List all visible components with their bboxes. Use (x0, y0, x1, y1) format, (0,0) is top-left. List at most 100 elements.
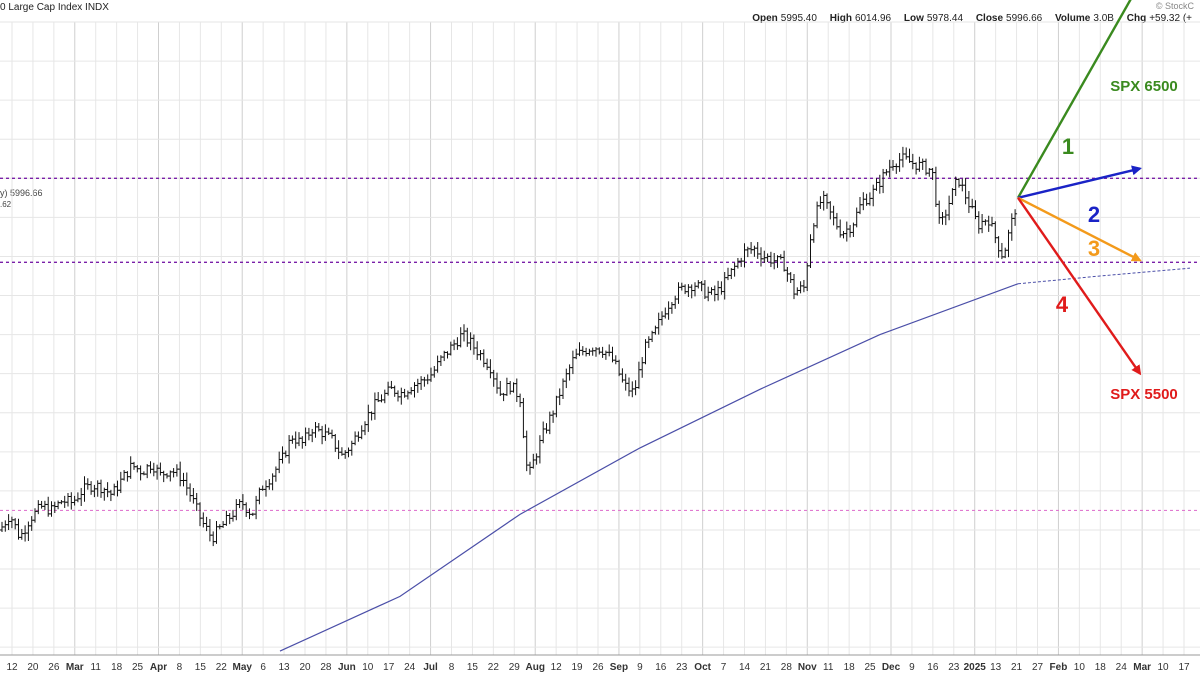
price-bar (782, 250, 787, 272)
price-bar (914, 162, 919, 175)
x-tick-label: 24 (1116, 662, 1128, 673)
price-bar (488, 359, 493, 379)
price-bar (211, 531, 216, 547)
x-tick-label: 16 (927, 662, 939, 673)
price-bar (105, 482, 110, 498)
price-bar (1013, 209, 1018, 226)
scenario-arrow-2 (1017, 165, 1142, 200)
price-bar (933, 166, 938, 207)
price-bar (983, 219, 988, 226)
x-tick-label: 8 (177, 662, 183, 673)
price-bar (920, 158, 925, 170)
price-bar (726, 267, 730, 281)
price-bar (99, 479, 103, 498)
scenario-number-4: 4 (1056, 292, 1069, 317)
open-value: 5995.40 (780, 13, 817, 24)
price-bar (56, 500, 61, 510)
price-tag-secondary: .62 (0, 200, 12, 209)
price-bar (118, 471, 123, 494)
price-bar (504, 377, 509, 396)
price-bar (844, 221, 849, 242)
x-tick-label: 17 (383, 662, 395, 673)
price-bar (399, 387, 404, 405)
price-bar (412, 382, 417, 398)
price-bar (448, 341, 453, 356)
price-bar (643, 339, 648, 365)
x-tick-label: 26 (48, 662, 60, 673)
price-bar (462, 324, 466, 342)
price-bar (475, 341, 480, 360)
price-bar (422, 376, 427, 387)
price-bar (867, 192, 872, 206)
x-tick-label: Sep (610, 662, 628, 673)
close-label: Close (975, 13, 1004, 24)
price-bar (359, 425, 364, 440)
x-tick-label: Jul (423, 662, 438, 673)
price-bar (112, 483, 117, 496)
price-bar (990, 216, 994, 227)
scenario-number-2: 2 (1088, 202, 1100, 227)
scenario-arrows: 1 SPX 6500 2 3 4 SPX 5500 (1016, 0, 1178, 403)
price-bar (198, 502, 202, 527)
x-tick-label: 12 (551, 662, 563, 673)
change-value: +59.32 (+ (1149, 13, 1192, 24)
price-bar (544, 423, 549, 434)
x-tick-label: Apr (150, 662, 167, 673)
price-bar (554, 395, 559, 418)
price-bar (49, 501, 54, 517)
price-bar (435, 355, 440, 373)
price-bar (174, 464, 179, 477)
scenario-arrow-1 (1016, 0, 1132, 199)
x-tick-label: 11 (823, 662, 834, 673)
price-bar (600, 346, 605, 358)
price-bar (521, 397, 526, 439)
price-bar (706, 286, 711, 302)
price-bar (841, 231, 846, 239)
price-bar (683, 284, 688, 295)
x-tick-label: 10 (362, 662, 374, 673)
price-bar (745, 246, 750, 258)
price-bar (894, 163, 899, 174)
price-bar (858, 196, 862, 215)
price-bar (115, 480, 120, 497)
x-tick-label: 13 (279, 662, 291, 673)
price-bar (508, 381, 513, 395)
x-tick-label: 8 (449, 662, 455, 673)
price-bar (996, 236, 1001, 258)
price-bar (541, 421, 546, 444)
price-bar (264, 480, 268, 497)
price-bar (26, 521, 31, 541)
price-bar (831, 205, 836, 226)
price-bar (240, 494, 245, 510)
price-bar (363, 421, 367, 436)
x-tick-label: Jun (338, 662, 356, 673)
high-value: 6014.96 (854, 13, 892, 24)
price-bar (303, 427, 308, 447)
price-bar (491, 369, 496, 387)
price-bar (290, 435, 295, 444)
high-label: High (829, 13, 852, 24)
open-label: Open (752, 13, 778, 24)
price-bar (874, 178, 879, 191)
price-bar (316, 423, 321, 432)
price-bar (765, 253, 770, 262)
price-bar (194, 492, 199, 511)
price-bar (966, 191, 971, 214)
price-tag: y) 5996.66 (0, 188, 43, 198)
x-tick-label: 2025 (964, 662, 987, 673)
price-bar (801, 279, 806, 293)
price-bar (976, 211, 981, 234)
price-bar (877, 174, 882, 194)
price-bar (623, 373, 628, 391)
price-bar (254, 495, 259, 520)
x-tick-label: May (232, 662, 252, 673)
price-bar (260, 485, 265, 491)
price-bar (656, 312, 661, 335)
price-bar (702, 280, 707, 300)
price-bar (330, 429, 334, 439)
x-tick-label: 20 (299, 662, 311, 673)
price-bar (478, 350, 483, 361)
x-tick-label: 7 (721, 662, 727, 673)
price-bar (669, 302, 674, 314)
price-bar (768, 251, 773, 268)
